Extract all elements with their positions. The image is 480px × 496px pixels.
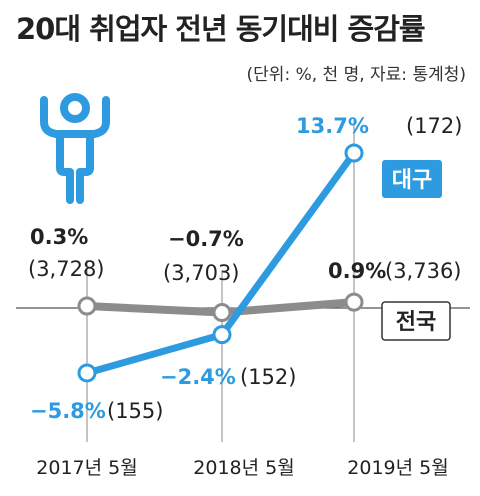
x-tick-2018: 2018년 5월	[193, 457, 294, 479]
daegu-count-2018: (152)	[240, 365, 296, 389]
national-value-2017: 0.3%	[30, 225, 88, 249]
person-arms-raised-icon	[40, 93, 110, 204]
national-value-2018: −0.7%	[168, 227, 244, 251]
national-count-2019: (3,736)	[385, 259, 462, 283]
national-point-1	[212, 303, 232, 323]
legend-national: 전국	[381, 301, 451, 341]
legend-daegu-label: 대구	[392, 168, 432, 193]
daegu-count-2017: (155)	[107, 399, 163, 423]
x-tick-2019: 2019년 5월	[347, 457, 448, 479]
national-count-2017: (3,728)	[28, 257, 105, 281]
national-point-0	[77, 296, 97, 316]
daegu-value-2018: −2.4%	[160, 365, 236, 389]
daegu-value-2019: 13.7%	[296, 114, 369, 138]
legend-daegu: 대구	[382, 160, 442, 198]
daegu-point-2	[344, 143, 364, 163]
daegu-count-2019: (172)	[406, 114, 462, 138]
national-value-2019: 0.9%	[328, 259, 386, 283]
chart-title: 20대 취업자 전년 동기대비 증감률	[16, 12, 426, 46]
national-point-2	[344, 292, 364, 312]
daegu-point-0	[77, 363, 97, 383]
legend-national-label: 전국	[396, 310, 436, 335]
national-count-2018: (3,703)	[163, 261, 240, 285]
daegu-point-1	[212, 325, 232, 345]
source-note: (단위: %, 천 명, 자료: 통계청)	[246, 65, 466, 85]
x-tick-2017: 2017년 5월	[36, 457, 137, 479]
daegu-value-2017: −5.8%	[30, 399, 106, 423]
